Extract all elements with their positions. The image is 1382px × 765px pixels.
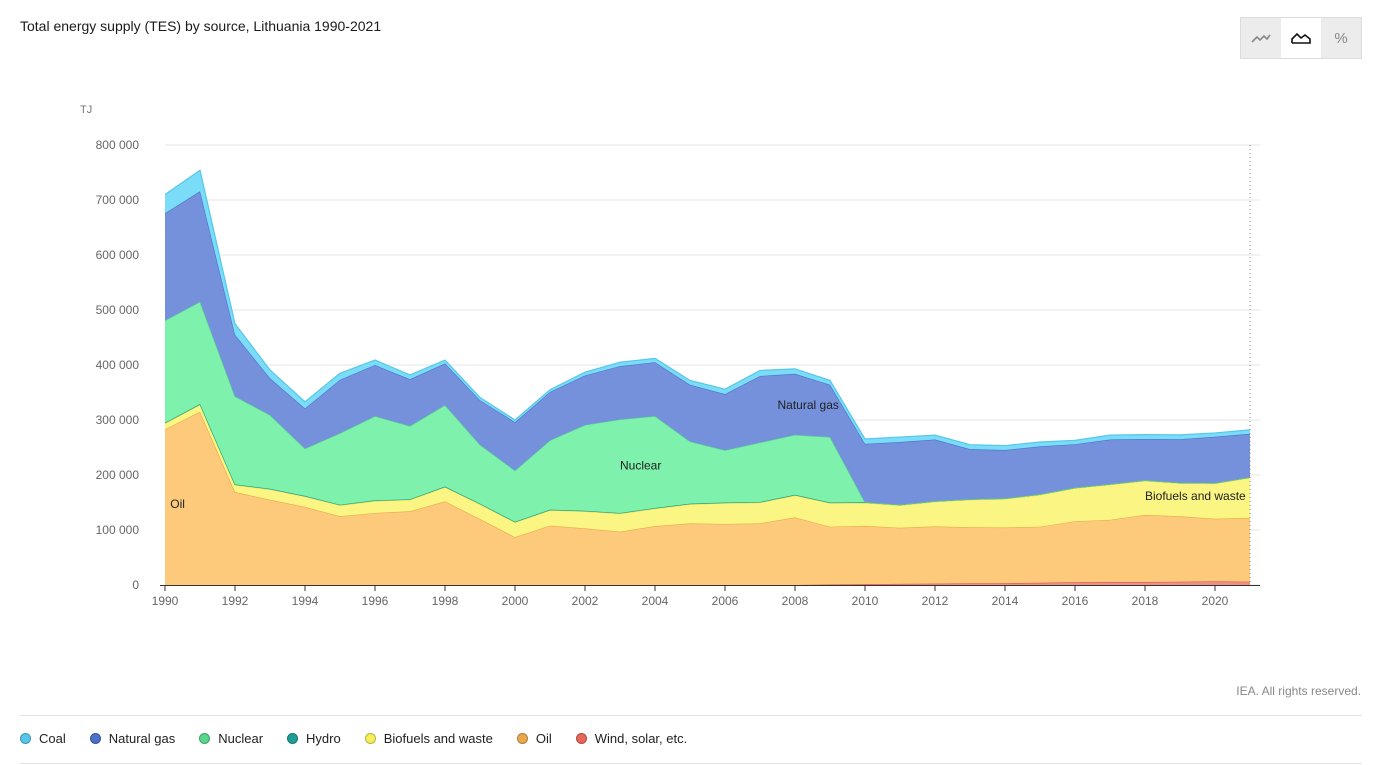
chart-legend: Coal Natural gas Nuclear Hydro Biofuels … <box>20 731 687 746</box>
legend-item-nuclear[interactable]: Nuclear <box>199 731 263 746</box>
credit-text: IEA. All rights reserved. <box>1236 684 1361 698</box>
chart-title: Total energy supply (TES) by source, Lit… <box>20 18 382 34</box>
legend-item-natural-gas[interactable]: Natural gas <box>89 731 176 746</box>
x-tick-label: 1996 <box>362 594 389 608</box>
line-chart-toggle[interactable] <box>1241 18 1281 58</box>
legend-dot-icon <box>287 733 299 744</box>
percent-toggle[interactable]: % <box>1321 18 1361 58</box>
area-label: Nuclear <box>620 459 661 473</box>
x-tick-label: 2012 <box>922 594 949 608</box>
y-tick-label: 500 000 <box>96 303 140 317</box>
x-tick-label: 1998 <box>432 594 459 608</box>
legend-item-biofuels[interactable]: Biofuels and waste <box>364 731 493 746</box>
legend-item-hydro[interactable]: Hydro <box>287 731 341 746</box>
area-chart-icon <box>1291 32 1311 44</box>
legend-label: Natural gas <box>108 731 176 746</box>
area-label: Natural gas <box>778 398 839 412</box>
y-tick-label: 400 000 <box>96 358 140 372</box>
chart-view-toggle: % <box>1240 17 1362 59</box>
y-tick-label: 100 000 <box>96 523 140 537</box>
x-tick-label: 1992 <box>222 594 249 608</box>
y-tick-label: 700 000 <box>96 193 140 207</box>
stacked-area-chart: 0 100 000 200 000 300 000 400 000 500 000 600 … <box>96 138 1260 608</box>
area-label: Oil <box>170 497 185 511</box>
legend-dot-icon <box>20 733 31 744</box>
x-tick-label: 2004 <box>642 594 669 608</box>
x-tick-label: 2018 <box>1132 594 1159 608</box>
y-tick-label: 600 000 <box>96 248 140 262</box>
series-line <box>164 169 1251 447</box>
x-tick-label: 2020 <box>1202 594 1229 608</box>
legend-label: Coal <box>39 731 66 746</box>
area-label: Biofuels and waste <box>1145 489 1246 503</box>
series-area <box>165 191 1250 505</box>
y-tick-label: 0 <box>132 578 139 592</box>
percent-icon: % <box>1334 29 1348 47</box>
x-tick-label: 2016 <box>1062 594 1089 608</box>
x-tick-label: 1994 <box>292 594 319 608</box>
legend-dot-icon <box>364 733 376 744</box>
y-axis-unit: TJ <box>80 104 93 116</box>
x-tick-label: 2002 <box>572 594 599 608</box>
x-tick-label: 2010 <box>852 594 879 608</box>
legend-dot-icon <box>575 733 587 744</box>
legend-item-wind-solar[interactable]: Wind, solar, etc. <box>575 731 688 746</box>
y-tick-label: 200 000 <box>96 468 140 482</box>
legend-dot-icon <box>89 733 101 744</box>
legend-dot-icon <box>199 733 211 744</box>
line-chart-icon <box>1251 34 1271 43</box>
bottom-divider <box>20 763 1362 764</box>
y-tick-label: 800 000 <box>96 138 140 152</box>
series-area <box>165 404 1250 538</box>
legend-label: Biofuels and waste <box>383 731 493 746</box>
legend-label: Oil <box>535 731 552 746</box>
series-area <box>165 411 1250 585</box>
series-area <box>165 581 1250 585</box>
legend-dot-icon <box>516 733 528 744</box>
legend-label: Hydro <box>306 731 341 746</box>
x-tick-label: 2006 <box>712 594 739 608</box>
x-tick-label: 2008 <box>782 594 809 608</box>
y-tick-label: 300 000 <box>96 413 140 427</box>
x-tick-label: 2000 <box>502 594 529 608</box>
area-chart-toggle[interactable] <box>1281 18 1321 58</box>
x-tick-label: 2014 <box>992 594 1019 608</box>
legend-item-oil[interactable]: Oil <box>516 731 552 746</box>
series-area <box>165 301 1250 522</box>
x-tick-label: 1990 <box>152 594 179 608</box>
legend-label: Nuclear <box>218 731 264 746</box>
legend-divider <box>20 715 1362 716</box>
legend-item-coal[interactable]: Coal <box>20 731 66 746</box>
legend-label: Wind, solar, etc. <box>594 731 688 746</box>
